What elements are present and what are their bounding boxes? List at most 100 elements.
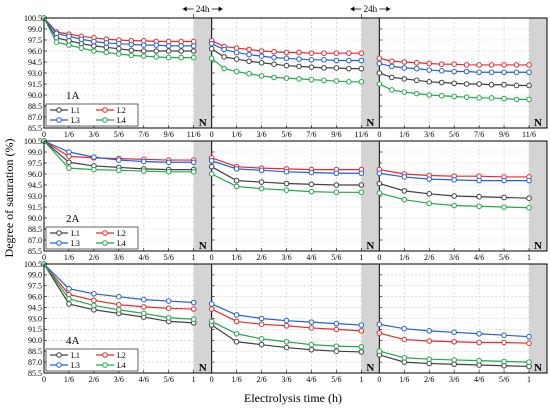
- data-point-L3: [283, 317, 290, 324]
- legend-marker-L3: [56, 240, 62, 246]
- data-point-L1: [153, 48, 160, 54]
- y-tick-label: 88.5: [28, 225, 42, 234]
- data-point-L3: [246, 51, 252, 58]
- data-point-L4: [233, 183, 240, 190]
- x-tick-label: 9/6: [164, 130, 174, 139]
- data-point-L3: [463, 68, 470, 75]
- data-point-L1: [358, 349, 365, 355]
- x-tick-label: 4/6: [139, 253, 149, 262]
- data-point-L2: [91, 297, 97, 304]
- data-point-L1: [140, 48, 147, 54]
- data-point-L1: [501, 81, 507, 88]
- data-point-L1: [333, 348, 340, 355]
- data-point-L2: [426, 60, 433, 67]
- legend-marker-L3: [56, 362, 62, 368]
- data-point-L1: [208, 163, 215, 170]
- data-point-L4: [283, 75, 290, 81]
- x-tick-label: 2/6: [89, 375, 99, 384]
- legend-label-L2: L2: [117, 351, 126, 360]
- x-tick-label: 3/6: [281, 375, 291, 384]
- data-point-L1: [221, 54, 227, 60]
- x-tick-label: 1/6: [231, 130, 241, 139]
- data-point-L2: [526, 62, 532, 68]
- data-point-L4: [451, 93, 457, 100]
- data-point-L3: [346, 57, 352, 64]
- break-label-n: N: [366, 240, 374, 252]
- y-tick-label: 99.0: [28, 25, 42, 34]
- data-point-L4: [426, 200, 433, 207]
- data-point-L2: [308, 50, 315, 57]
- x-tick-label: 3/6: [114, 375, 124, 384]
- data-point-L4: [463, 94, 470, 100]
- data-point-L1: [476, 193, 482, 200]
- panel-label-2A: 2A: [66, 213, 80, 225]
- data-point-L2: [501, 339, 507, 346]
- interval-label-bg: [361, 3, 380, 14]
- data-point-L3: [513, 69, 520, 76]
- data-point-L3: [376, 170, 383, 177]
- x-tick-label: 2/6: [424, 375, 434, 384]
- data-point-L2: [246, 46, 252, 53]
- break-shade: [361, 264, 380, 373]
- data-point-L3: [488, 69, 495, 76]
- data-point-L4: [401, 89, 408, 95]
- data-point-L1: [376, 70, 383, 76]
- chart-root: 0 1/6 3/6 5/6 7/6 9/6 11/6N0 1/6 3/6 5/6 7/6 9/6 11/…: [24, 3, 548, 384]
- legend-marker-L2: [102, 230, 108, 236]
- data-point-L1: [413, 77, 420, 84]
- legend-marker-L1: [56, 230, 62, 236]
- break-label-n: N: [199, 240, 207, 252]
- data-point-L3: [103, 40, 110, 46]
- data-point-L3: [333, 320, 340, 327]
- data-point-L1: [376, 180, 383, 187]
- data-point-L3: [451, 329, 457, 336]
- panel-frame: [43, 17, 548, 129]
- data-point-L4: [526, 204, 532, 211]
- data-point-L1: [401, 76, 408, 82]
- data-point-L3: [401, 325, 408, 332]
- panel-4A: 0 1/6 2/6 3/6 4/6 5/6 1N0 1/6 2/6 3/6 4/6 5/6 1N0 1/6…: [24, 260, 548, 384]
- interval-annotation: 24h: [350, 3, 391, 18]
- data-point-L4: [308, 341, 315, 348]
- y-tick-label: 88.5: [28, 347, 42, 356]
- break-shade: [361, 141, 380, 251]
- data-point-L2: [358, 50, 365, 57]
- data-point-L3: [66, 285, 72, 292]
- data-point-L2: [451, 61, 457, 67]
- data-point-L4: [426, 92, 433, 98]
- data-point-L3: [258, 167, 265, 174]
- interval-label: 24h: [196, 4, 210, 14]
- data-point-L4: [190, 169, 197, 175]
- x-tick-label: 2/6: [256, 253, 266, 262]
- y-tick-label: 99.0: [28, 271, 42, 280]
- data-point-L4: [526, 96, 532, 103]
- data-point-L4: [91, 302, 97, 309]
- data-point-L4: [140, 310, 147, 317]
- break-shade: [529, 18, 547, 128]
- data-point-L3: [165, 43, 172, 49]
- data-point-L2: [116, 301, 122, 308]
- data-point-L1: [128, 47, 135, 54]
- y-tick-label: 85.5: [28, 124, 42, 133]
- data-point-L1: [389, 74, 395, 81]
- data-point-L3: [476, 69, 482, 76]
- data-point-L3: [233, 312, 240, 318]
- data-point-L3: [438, 68, 445, 74]
- x-tick-label: 5/6: [114, 130, 124, 139]
- y-tick-label: 100.5: [24, 14, 42, 23]
- data-point-L4: [91, 48, 97, 54]
- data-point-L3: [413, 65, 420, 72]
- data-point-L1: [66, 301, 72, 307]
- data-point-L2: [283, 322, 290, 329]
- y-tick-label: 97.5: [28, 282, 42, 291]
- data-point-L4: [321, 77, 327, 84]
- legend-marker-L4: [102, 362, 108, 368]
- data-point-L3: [283, 169, 290, 175]
- data-point-L4: [308, 76, 315, 83]
- data-point-L4: [476, 357, 482, 364]
- data-point-L3: [451, 68, 457, 75]
- data-point-L1: [333, 65, 340, 71]
- legend: L1 L2 L3 L4: [45, 226, 139, 250]
- data-point-L4: [190, 54, 197, 61]
